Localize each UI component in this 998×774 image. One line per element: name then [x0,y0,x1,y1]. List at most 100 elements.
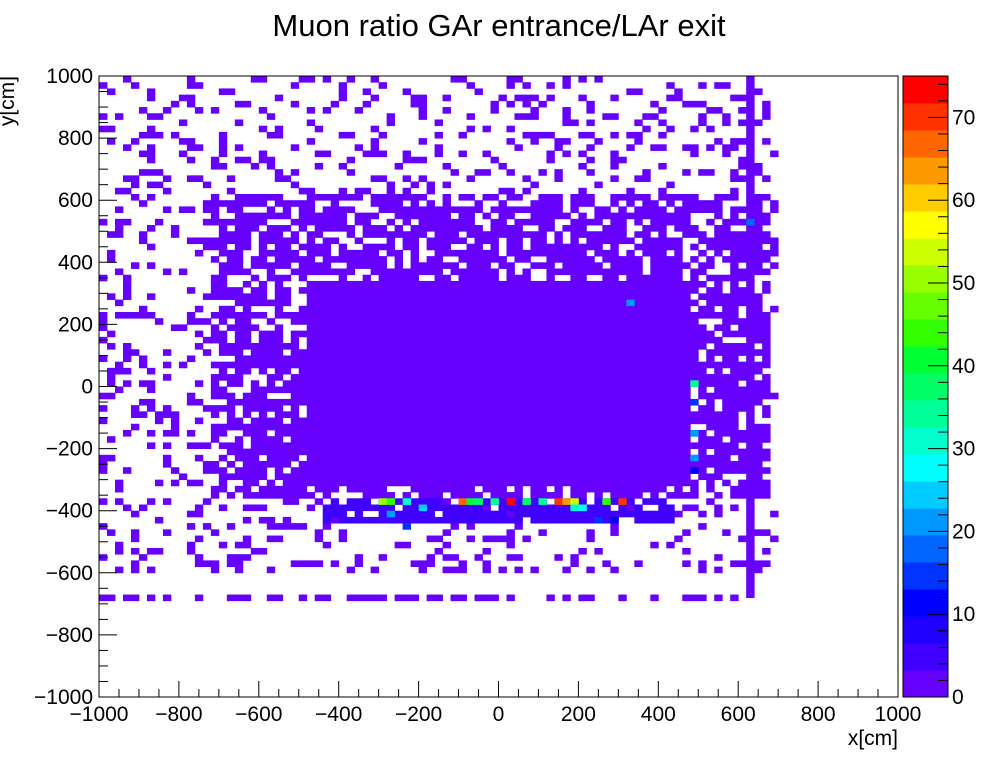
heatmap-bin [426,343,435,350]
heatmap-bin [258,355,268,363]
heatmap-bin [306,231,316,238]
heatmap-bin [442,231,451,238]
heatmap-bin [162,529,172,536]
heatmap-bin [282,454,292,462]
heatmap-bin [266,448,276,456]
heatmap-bin [370,125,380,133]
heatmap-bin [650,392,659,400]
heatmap-bin [554,386,563,394]
heatmap-bin [522,361,531,369]
heatmap-bin [554,448,563,456]
heatmap-bin [490,535,499,543]
heatmap-bin [410,367,419,375]
heatmap-bin [554,249,563,257]
heatmap-bin [122,187,132,195]
heatmap-bin [762,429,771,437]
heatmap-bin [378,392,388,400]
heatmap-bin [306,336,316,344]
heatmap-bin [378,349,388,356]
heatmap-bin [690,256,699,263]
heatmap-bin [258,299,268,307]
heatmap-bin [282,442,292,449]
heatmap-bin [274,225,284,232]
heatmap-bin [610,175,619,182]
heatmap-bin [362,318,372,325]
heatmap-bin [378,324,388,332]
heatmap-bin [410,442,419,449]
heatmap-bin [234,367,244,375]
heatmap-bin [482,516,491,524]
heatmap-bin [122,274,132,282]
heatmap-bin [690,461,699,468]
heatmap-bin [730,417,739,425]
heatmap-bin [658,343,667,350]
heatmap-bin [730,293,739,300]
heatmap-bin [530,423,539,431]
heatmap-bin [226,349,236,356]
heatmap-bin [562,417,571,425]
heatmap-bin [466,423,475,431]
heatmap-bin [674,268,683,276]
heatmap-bin [738,318,747,325]
heatmap-bin [314,305,324,313]
heatmap-bin [522,429,531,437]
heatmap-bin [554,380,563,387]
heatmap-bin [258,442,268,449]
heatmap-bin [386,386,396,394]
heatmap-bin [570,442,579,449]
heatmap-bin [250,448,260,456]
heatmap-bin [746,461,755,468]
heatmap-bin [306,386,316,394]
heatmap-bin [474,473,483,481]
heatmap-bin [746,107,755,114]
heatmap-bin [362,311,372,319]
heatmap-bin [458,516,467,524]
heatmap-bin [530,355,539,363]
heatmap-bin [650,274,659,282]
heatmap-bin [378,243,388,251]
heatmap-bin [258,436,268,443]
heatmap-bin [322,461,332,468]
heatmap-bin [706,274,715,282]
heatmap-bin [354,461,364,468]
heatmap-bin [730,485,739,493]
heatmap-bin [314,225,324,232]
heatmap-bin [682,436,691,443]
heatmap-bin [650,225,659,232]
heatmap-bin [666,442,675,449]
heatmap-bin [674,355,683,363]
heatmap-bin [626,442,635,449]
heatmap-bin [122,280,132,288]
heatmap-bin [594,218,603,226]
heatmap-bin [746,82,755,89]
heatmap-bin [322,305,332,313]
heatmap-bin [426,299,435,307]
heatmap-bin [594,473,603,481]
heatmap-bin [314,448,324,456]
heatmap-bin [666,94,675,102]
heatmap-bin [114,547,124,555]
heatmap-bin [746,467,755,474]
heatmap-bin [674,461,683,468]
heatmap-bin [250,380,260,387]
heatmap-bin [626,454,635,462]
heatmap-bin [650,467,659,474]
heatmap-bin [506,454,515,462]
heatmap-bin [666,411,675,418]
heatmap-bin [650,442,659,449]
heatmap-bin [594,243,603,251]
heatmap-bin [250,492,260,499]
heatmap-bin [626,249,635,257]
heatmap-bin [498,398,507,406]
heatmap-bin [250,361,260,369]
heatmap-bin [578,336,587,344]
heatmap-bin [498,299,507,307]
heatmap-bin [738,206,747,214]
heatmap-bin [546,492,555,499]
heatmap-bin [378,554,388,561]
heatmap-bin [690,492,699,499]
heatmap-bin [258,467,268,474]
heatmap-bin [666,125,675,133]
heatmap-bin [418,305,427,313]
heatmap-bin [634,131,643,139]
